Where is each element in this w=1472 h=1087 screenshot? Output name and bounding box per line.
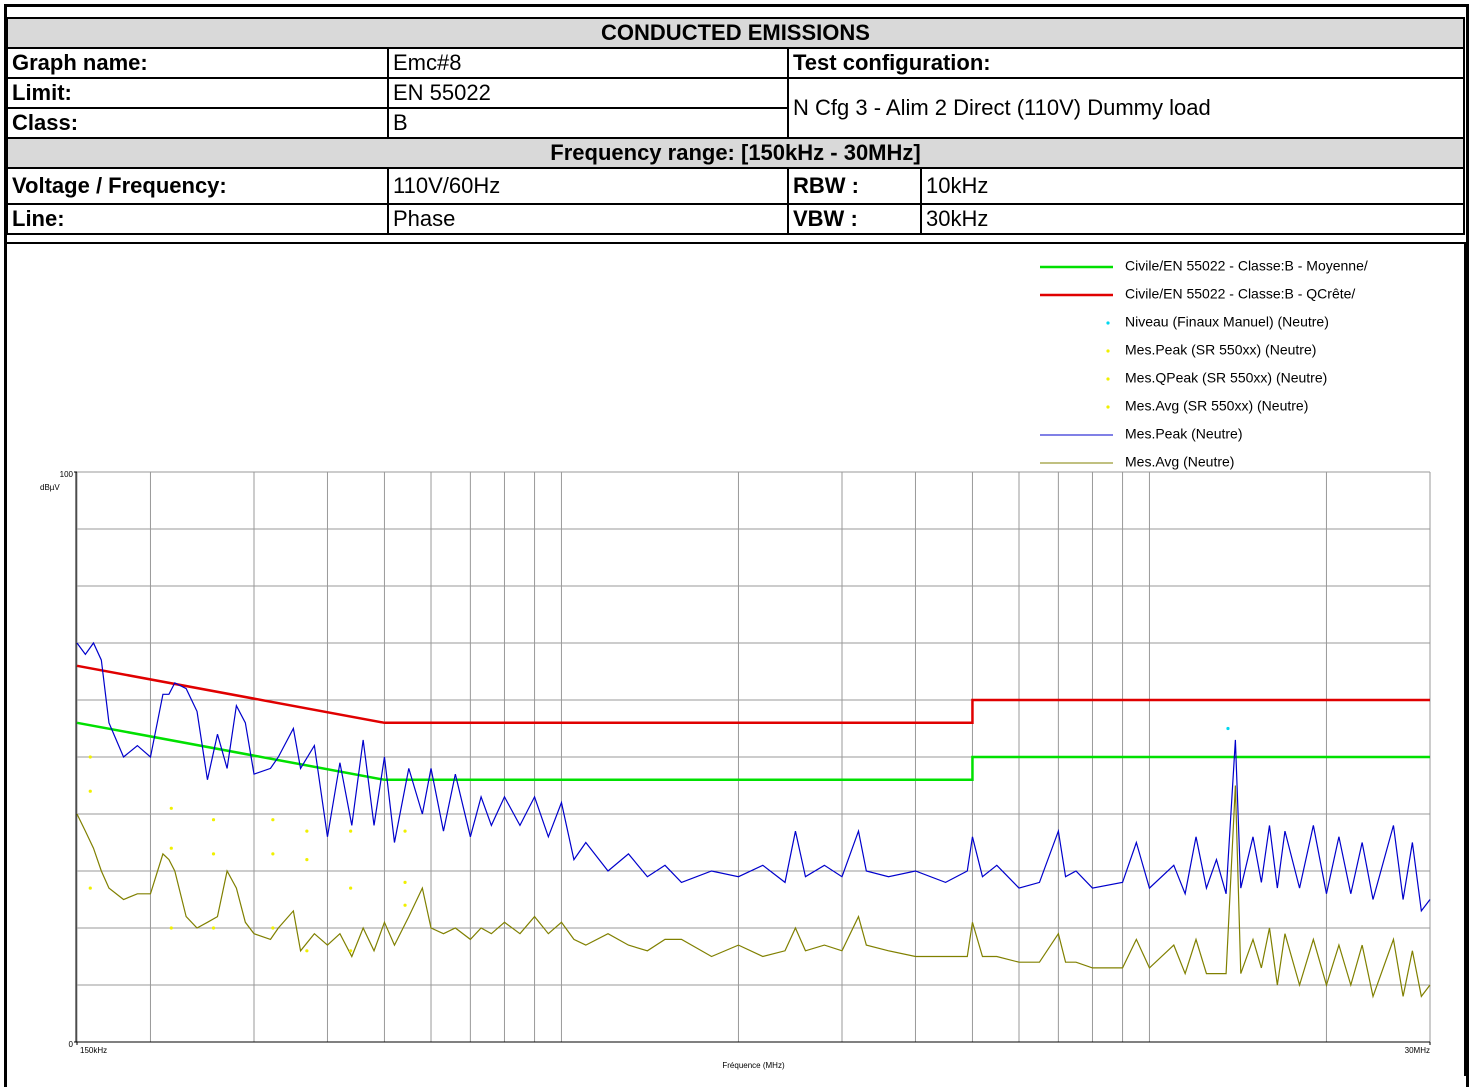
x-axis-label: Fréquence (MHz)	[722, 1061, 785, 1070]
series-line	[76, 641, 1431, 913]
y-tick-label: 100	[60, 470, 74, 479]
value: 10kHz	[920, 167, 1465, 205]
marker	[305, 858, 309, 862]
marker	[1226, 726, 1230, 731]
label: RBW :	[787, 167, 922, 205]
legend-label: Civile/EN 55022 - Classe:B - QCrête/	[1125, 286, 1355, 302]
title: CONDUCTED EMISSIONS	[6, 17, 1465, 49]
value: EN 55022	[387, 77, 789, 109]
marker	[403, 829, 407, 833]
label: Limit:	[6, 77, 389, 109]
y-tick-label: 0	[69, 1040, 74, 1049]
legend-swatch	[1106, 349, 1110, 353]
marker	[271, 926, 275, 930]
legend-label: Mes.Avg (SR 550xx) (Neutre)	[1125, 398, 1308, 414]
frequency-range: Frequency range: [150kHz - 30MHz]	[6, 137, 1465, 169]
label: Test configuration:	[787, 47, 1465, 79]
legend-label: Mes.QPeak (SR 550xx) (Neutre)	[1125, 370, 1327, 386]
x-tick-label: 150kHz	[80, 1046, 107, 1055]
legend-swatch	[1106, 405, 1110, 409]
marker	[88, 789, 92, 793]
label: Line:	[6, 203, 389, 235]
label: Graph name:	[6, 47, 389, 79]
value: 110V/60Hz	[387, 167, 789, 205]
value: B	[387, 107, 789, 139]
marker	[349, 886, 353, 890]
label: Voltage / Frequency:	[6, 167, 389, 205]
legend-swatch	[1106, 321, 1110, 325]
marker	[211, 852, 216, 856]
marker	[271, 818, 275, 822]
marker	[211, 926, 216, 930]
legend-label: Mes.Peak (Neutre)	[1125, 426, 1242, 442]
label: Class:	[6, 107, 389, 139]
legend-label: Niveau (Finaux Manuel) (Neutre)	[1125, 314, 1329, 330]
marker	[349, 829, 353, 833]
marker	[211, 818, 216, 822]
marker	[349, 949, 353, 953]
marker	[88, 755, 92, 759]
value: Phase	[387, 203, 789, 235]
legend-label: Mes.Avg (Neutre)	[1125, 454, 1234, 470]
legend-swatch	[1106, 377, 1110, 381]
marker	[305, 829, 309, 833]
value: Emc#8	[387, 47, 789, 79]
legend-label: Mes.Peak (SR 550xx) (Neutre)	[1125, 342, 1316, 358]
header-table: CONDUCTED EMISSIONS Graph name: Emc#8 Test…	[6, 17, 1465, 235]
series-line	[76, 664, 1430, 725]
marker	[169, 846, 173, 850]
label: VBW :	[787, 203, 922, 235]
marker	[169, 806, 173, 810]
chart-box	[5, 242, 1466, 1076]
series-line	[76, 785, 1431, 999]
marker	[403, 903, 407, 907]
value: N Cfg 3 - Alim 2 Direct (110V) Dummy loa…	[787, 77, 1465, 139]
series-line	[76, 721, 1430, 782]
marker	[305, 949, 309, 953]
x-tick-label: 30MHz	[1405, 1046, 1430, 1055]
legend-label: Civile/EN 55022 - Classe:B - Moyenne/	[1125, 258, 1368, 274]
value: 30kHz	[920, 203, 1465, 235]
marker	[88, 886, 92, 890]
marker	[271, 852, 275, 856]
marker	[169, 926, 173, 930]
y-axis-label: dBµV	[40, 483, 60, 492]
marker	[403, 880, 407, 885]
